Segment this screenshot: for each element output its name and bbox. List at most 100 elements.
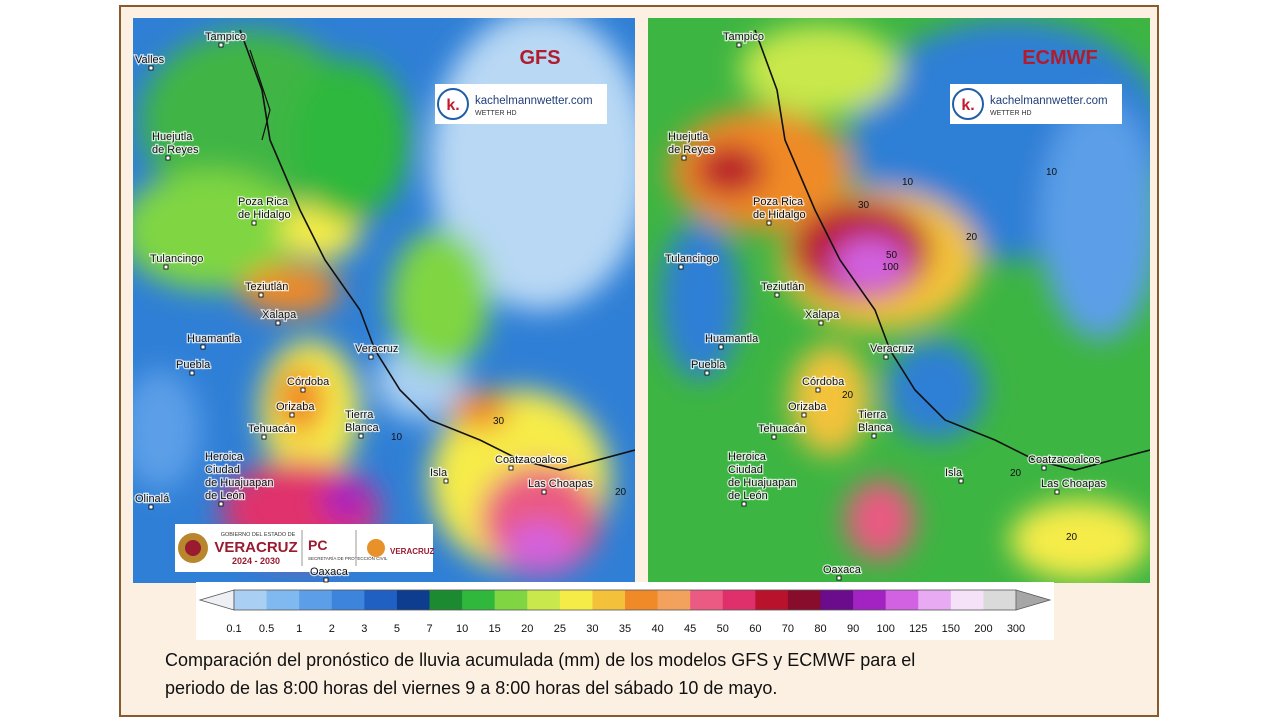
colorbar-swatch (820, 590, 854, 610)
colorbar-swatch (559, 590, 593, 610)
logo-text: VERACRUZ (390, 547, 435, 556)
colorbar-label: 100 (876, 623, 894, 635)
city-dot (541, 489, 547, 495)
colorbar-swatch (755, 590, 789, 610)
city-dot (1054, 489, 1060, 495)
colorbar-swatch (983, 590, 1017, 610)
colorbar-label: 150 (942, 623, 960, 635)
colorbar-label: 2 (329, 623, 335, 635)
contour-label: 30 (858, 200, 870, 211)
place-label: Oaxaca (310, 566, 349, 578)
place-label: Heroica (205, 451, 244, 463)
place-label: Xalapa (805, 309, 840, 321)
logo-sub: WETTER HD (990, 110, 1032, 117)
city-dot (736, 42, 742, 48)
colorbar-label: 0.1 (226, 623, 241, 635)
place-label: Poza Rica (753, 196, 804, 208)
contour-label: 100 (882, 262, 899, 273)
logo-site: kachelmannwetter.com (475, 95, 593, 107)
colorbar-label: 200 (974, 623, 992, 635)
city-dot (251, 220, 257, 226)
place-label: Las Choapas (1041, 478, 1106, 490)
logo-text: SECRETARÍA DE PROTECCIÓN CIVIL (308, 555, 388, 561)
colorbar-swatch (853, 590, 887, 610)
place-label: Huejutla (668, 131, 709, 143)
colorbar-label: 25 (554, 623, 566, 635)
place-label: Tierra (345, 409, 374, 421)
city-dot (148, 65, 154, 71)
place-label: Blanca (858, 422, 893, 434)
map-overlay: GFS k. kachelmannwetter.com WETTER HD Tampic… (134, 30, 627, 583)
city-dot (300, 387, 306, 393)
colorbar-outline (233, 589, 1017, 611)
logo-ring (952, 88, 984, 120)
city-dot (443, 478, 449, 484)
contour-label: 10 (391, 432, 403, 443)
contour-label: 50 (886, 250, 898, 261)
city-dot (766, 220, 772, 226)
place-label: de Huajuapan (205, 477, 274, 489)
colorbar-label: 15 (489, 623, 501, 635)
colorbar-label: 35 (619, 623, 631, 635)
city-dot (148, 504, 154, 510)
map-title: ECMWF (1022, 47, 1098, 69)
place-label: Tehuacán (758, 423, 806, 435)
place-label: Puebla (176, 359, 211, 371)
logo-mark: k. (446, 97, 459, 114)
city-dot (741, 501, 747, 507)
city-dot (871, 433, 877, 439)
contour-label: 10 (902, 177, 914, 188)
place-label: Orizaba (788, 401, 827, 413)
colorbar: 0.1 0.5 1 2 3 5 7 10 15 20 25 30 35 40 45 50 60 70 80 90 100… (196, 582, 1054, 640)
city-dot (218, 501, 224, 507)
colorbar-label: 20 (521, 623, 533, 635)
colorbar-label: 90 (847, 623, 859, 635)
place-label: Ciudad (728, 464, 763, 476)
ecmwf-map (648, 18, 1150, 583)
colorbar-swatch (331, 590, 365, 610)
city-dot (815, 387, 821, 393)
map-title: GFS (519, 47, 560, 69)
place-label: Heroica (728, 451, 767, 463)
city-dot (801, 412, 807, 418)
logo-site: kachelmannwetter.com (990, 95, 1108, 107)
place-label: de Hidalgo (753, 209, 806, 221)
colorbar-label: 7 (426, 623, 432, 635)
colorbar-swatch (787, 590, 821, 610)
government-logo: GOBIERNO DEL ESTADO DE VERACRUZ 2024 - 2… (175, 524, 435, 572)
city-dot (678, 264, 684, 270)
contour-label: 10 (1046, 167, 1058, 178)
place-label: de León (728, 490, 768, 502)
city-dot (704, 370, 710, 376)
logo-text: PC (308, 537, 327, 553)
city-dot (200, 344, 206, 350)
colorbar-label: 125 (909, 623, 927, 635)
logo-sub: WETTER HD (475, 110, 517, 117)
colorbar-label: 5 (394, 623, 400, 635)
city-dot (818, 320, 824, 326)
place-label: Coatzacoalcos (495, 454, 568, 466)
city-dot (261, 434, 267, 440)
colorbar-label: 40 (651, 623, 663, 635)
place-label: Blanca (345, 422, 380, 434)
colorbar-label: 300 (1007, 623, 1025, 635)
place-label: Córdoba (802, 376, 845, 388)
logo-text: 2024 - 2030 (232, 556, 280, 566)
place-label: Tulancingo (665, 253, 718, 265)
place-label: Veracruz (870, 343, 913, 355)
colorbar-swatch (625, 590, 659, 610)
city-dot (258, 292, 264, 298)
city-dot (289, 412, 295, 418)
place-label: de León (205, 490, 245, 502)
city-dot (163, 264, 169, 270)
colorbar-swatch (396, 590, 430, 610)
city-dot (358, 433, 364, 439)
place-label: Huamantla (187, 333, 241, 345)
colorbar-swatch (950, 590, 984, 610)
caption: periodo de las 8:00 horas del viernes 9 … (165, 678, 777, 698)
colorbar-label: 70 (782, 623, 794, 635)
city-dot (958, 478, 964, 484)
colorbar-label: 30 (586, 623, 598, 635)
contour-label: 30 (493, 416, 505, 427)
